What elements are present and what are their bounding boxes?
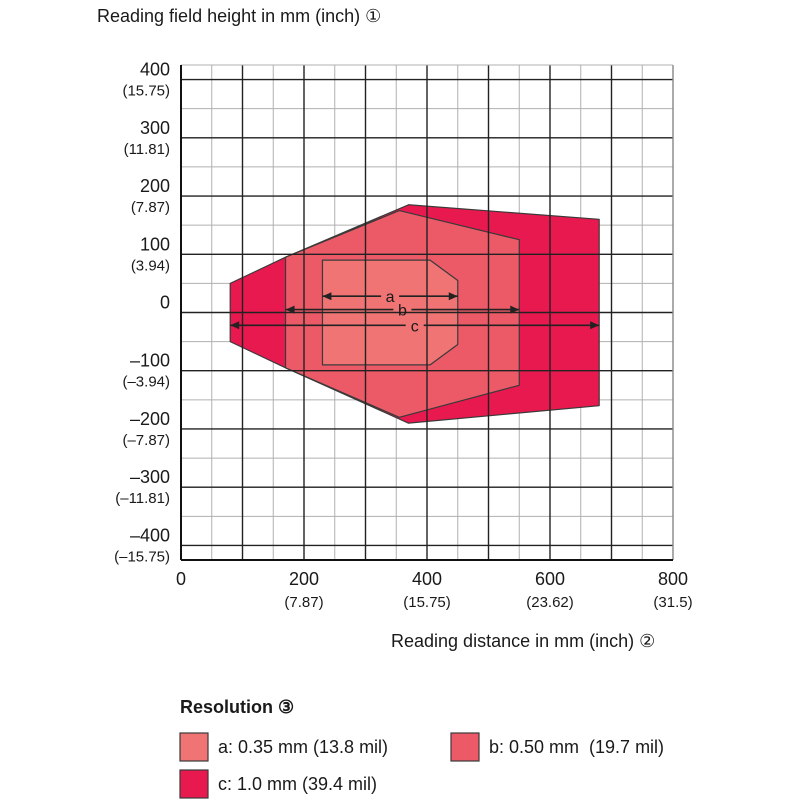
- y-tick-label: –300: [130, 467, 170, 487]
- y-tick-label: 200: [140, 176, 170, 196]
- legend-label-c: c: 1.0 mm (39.4 mil): [218, 774, 377, 794]
- reading-field-areas: [229, 204, 600, 424]
- legend-swatch-a: [179, 732, 209, 762]
- legend-swatch-c: [179, 769, 209, 799]
- x-tick-label: 600: [535, 569, 565, 589]
- y-tick-sublabel: (3.94): [131, 257, 170, 274]
- arrowhead-left-c: [230, 321, 240, 330]
- y-tick-sublabel: (15.75): [122, 83, 170, 100]
- y-tick-label: –100: [130, 351, 170, 371]
- y-tick-sublabel: (–7.87): [122, 432, 170, 449]
- legend-title: Resolution ③: [180, 697, 294, 717]
- axes: [180, 65, 673, 561]
- y-tick-sublabel: (7.87): [131, 199, 170, 216]
- grid-major: [181, 64, 674, 560]
- x-axis-title: Reading distance in mm (inch) ②: [391, 631, 655, 651]
- arrowhead-right-a: [448, 292, 458, 301]
- y-tick-sublabel: (–11.81): [115, 490, 170, 507]
- legend-label-b: b: 0.50 mm (19.7 mil): [489, 737, 664, 757]
- y-tick-sublabel: (–3.94): [122, 374, 170, 391]
- tick-labels: 400 (15.75) 300 (11.81) 200 (7.87) 100 (3.94) 0 –…: [114, 60, 692, 611]
- dimension-label-c: c: [411, 318, 419, 335]
- legend: a: 0.35 mm (13.8 mil) b: 0.50 mm (19.7 mi…: [179, 732, 664, 799]
- dimension-label-a: a: [386, 289, 395, 306]
- y-tick-sublabel: (11.81): [124, 141, 170, 158]
- y-axis-title: Reading field height in mm (inch) ①: [97, 6, 381, 26]
- y-tick-label: –200: [130, 409, 170, 429]
- legend-label-a: a: 0.35 mm (13.8 mil): [218, 737, 388, 757]
- legend-swatch-b: [450, 732, 480, 762]
- x-tick-label: 0: [176, 569, 186, 589]
- y-tick-sublabel: (–15.75): [114, 548, 170, 565]
- arrowhead-left-b: [285, 305, 295, 314]
- y-tick-label: 300: [140, 118, 170, 138]
- dimension-lines: abc: [230, 289, 600, 335]
- y-tick-label: –400: [130, 525, 170, 545]
- x-tick-sublabel: (23.62): [526, 594, 574, 611]
- y-tick-label: 400: [140, 60, 170, 80]
- arrowhead-right-b: [510, 305, 520, 314]
- y-tick-label: 100: [140, 234, 170, 254]
- x-tick-sublabel: (31.5): [653, 594, 692, 611]
- y-tick-label: 0: [160, 293, 170, 313]
- dimension-label-b: b: [398, 303, 407, 320]
- x-tick-sublabel: (15.75): [403, 594, 451, 611]
- x-tick-label: 800: [658, 569, 688, 589]
- x-tick-label: 200: [289, 569, 319, 589]
- x-tick-label: 400: [412, 569, 442, 589]
- arrowhead-right-c: [590, 321, 600, 330]
- arrowhead-left-a: [322, 292, 332, 301]
- x-tick-sublabel: (7.87): [284, 594, 323, 611]
